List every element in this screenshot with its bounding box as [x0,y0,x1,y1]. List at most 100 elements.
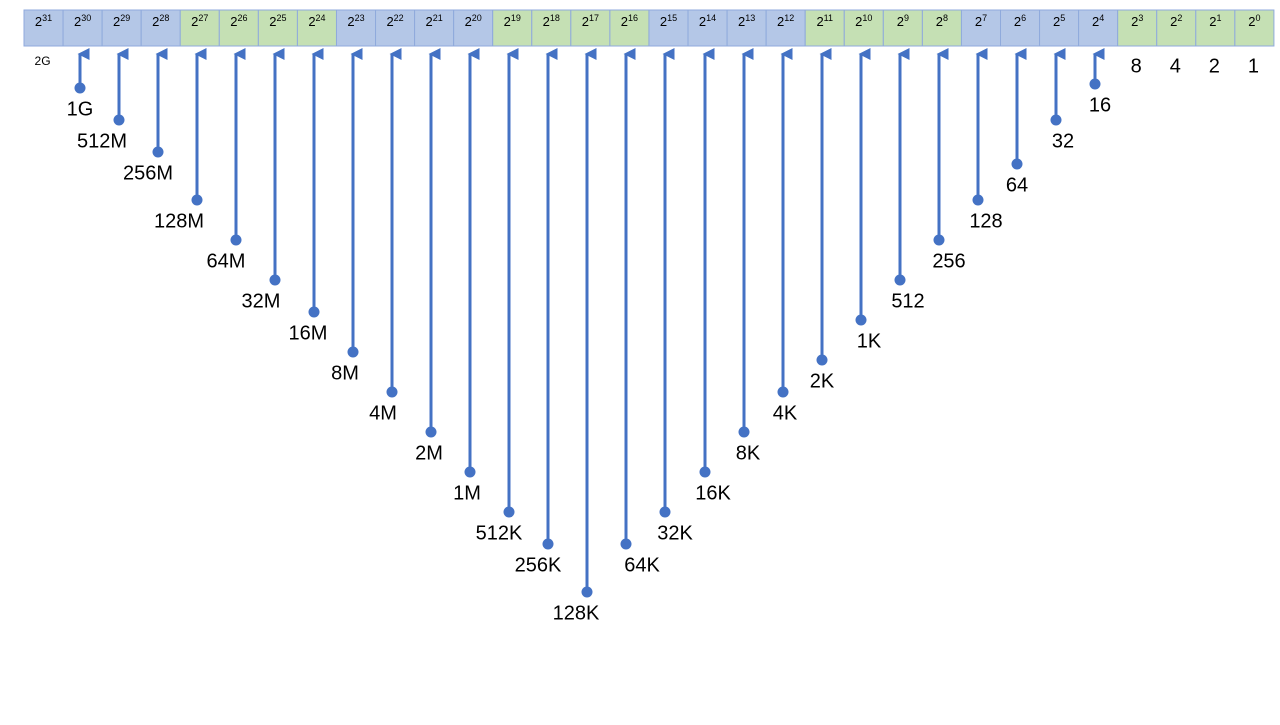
bit-value-label: 256 [932,250,965,272]
bit-value-label: 2 [1209,55,1220,77]
bit-value-label: 1M [453,482,481,504]
bit-power: 22 [1170,13,1182,29]
bit-value-label: 8K [736,442,761,464]
bit-value-label: 128 [969,210,1002,232]
bit-cell [765,9,806,47]
bit-power: 26 [1014,13,1026,29]
bit-power: 224 [308,13,325,29]
bit-power: 228 [152,13,169,29]
bit-cell [1234,9,1275,47]
power-exponent: 14 [706,13,716,23]
arrow-dot [620,538,632,550]
power-exponent: 21 [433,13,443,23]
arrow-dot [425,426,437,438]
power-base: 2 [269,14,276,29]
power-exponent: 12 [784,13,794,23]
bit-value-label: 8M [331,362,359,384]
power-base: 2 [621,14,628,29]
power-base: 2 [855,14,862,29]
power-exponent: 4 [1099,13,1104,23]
bit-cell [179,9,220,47]
bit-value-label: 512K [476,522,523,544]
bit-power: 223 [347,13,364,29]
power-base: 2 [191,14,198,29]
bit-cell [453,9,494,47]
bit-power: 230 [74,13,91,29]
power-exponent: 0 [1255,13,1260,23]
bit-value-label: 2M [415,442,443,464]
power-base: 2 [35,14,42,29]
power-exponent: 31 [42,13,52,23]
bit-cell [648,9,689,47]
power-exponent: 1 [1216,13,1221,23]
bit-value-label: 4 [1170,55,1181,77]
power-exponent: 2 [1177,13,1182,23]
bit-power: 227 [191,13,208,29]
bit-value-label: 256M [123,162,173,184]
bit-power: 218 [543,13,560,29]
arrow-dot [738,426,750,438]
arrow-dot [1089,78,1101,90]
bit-power: 215 [660,13,677,29]
bit-power: 214 [699,13,716,29]
bit-value-label: 2K [810,370,835,392]
power-base: 2 [1248,14,1255,29]
bit-cell [257,9,298,47]
bit-value-label: 1 [1248,55,1259,77]
bit-cell [414,9,455,47]
bit-cell [726,9,767,47]
power-base: 2 [308,14,315,29]
bit-power: 28 [936,13,948,29]
bit-cell [1117,9,1158,47]
power-exponent: 19 [511,13,521,23]
arrow-dot [230,234,242,246]
arrow-dot [308,306,320,318]
power-base: 2 [897,14,904,29]
power-exponent: 29 [120,13,130,23]
power-exponent: 25 [276,13,286,23]
bit-value-label: 8 [1131,55,1142,77]
power-base: 2 [386,14,393,29]
power-base: 2 [74,14,81,29]
power-base: 2 [660,14,667,29]
arrow-dot [269,274,281,286]
power-exponent: 23 [355,13,365,23]
bit-power: 229 [113,13,130,29]
power-base: 2 [465,14,472,29]
bit-power: 216 [621,13,638,29]
power-base: 2 [699,14,706,29]
arrow-dot [347,346,359,358]
bit-cell [375,9,416,47]
bit-power: 222 [386,13,403,29]
power-exponent: 6 [1021,13,1026,23]
bit-power: 23 [1131,13,1143,29]
power-exponent: 28 [159,13,169,23]
bit-power: 219 [504,13,521,29]
bit-power: 221 [426,13,443,29]
power-base: 2 [426,14,433,29]
bit-value-label: 16M [289,322,328,344]
bit-cell [62,9,103,47]
arrow-dot [972,194,984,206]
bit-cell [101,9,142,47]
power-exponent: 27 [198,13,208,23]
arrow-dot [1011,158,1023,170]
bit-power: 21 [1209,13,1221,29]
power-base: 2 [816,14,823,29]
power-base: 2 [230,14,237,29]
bit-value-label: 4K [773,402,798,424]
bit-power: 226 [230,13,247,29]
bit-value-label: 512M [77,130,127,152]
bit-value-label: 64K [624,554,660,576]
power-base: 2 [582,14,589,29]
bit-value-label: 16 [1089,94,1111,116]
bit-power: 20 [1248,13,1260,29]
bit-value-label: 256K [515,554,562,576]
power-base: 2 [543,14,550,29]
bit-power: 210 [855,13,872,29]
power-exponent: 5 [1060,13,1065,23]
power-base: 2 [1092,14,1099,29]
power-base: 2 [152,14,159,29]
power-base: 2 [975,14,982,29]
